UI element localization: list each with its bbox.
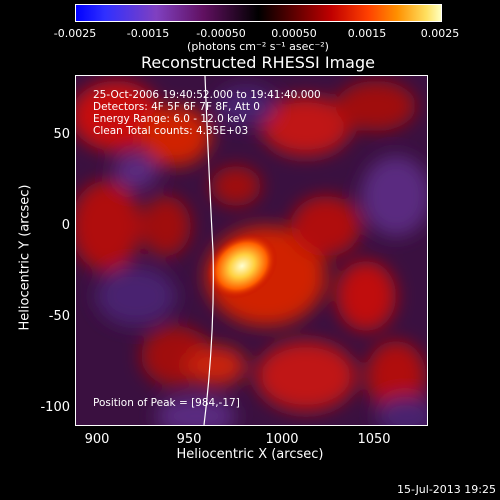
peak-source [206, 233, 278, 299]
colorbar-tick: -0.0015 [126, 27, 170, 40]
image-canvas [76, 76, 427, 425]
x-tick: 1000 [265, 432, 299, 447]
energy-range: Energy Range: 6.0 - 12.0 keV [93, 113, 247, 125]
y-axis-label: Heliocentric Y (arcsec) [17, 184, 33, 331]
colorbar-tick: 0.0025 [420, 27, 460, 40]
y-tick: 50 [53, 127, 70, 142]
plot-title: Reconstructed RHESSI Image [141, 53, 375, 72]
y-tick: 0 [61, 218, 70, 233]
y-tick: -50 [48, 309, 70, 324]
rhessi-image [75, 75, 428, 426]
timestamp: 15-Jul-2013 19:25 [396, 483, 496, 496]
clean-counts: Clean Total counts: 4.35E+03 [93, 125, 249, 137]
x-tick: 1050 [357, 432, 391, 447]
solar-limb [203, 76, 214, 425]
time-range: 25-Oct-2006 19:40:52.000 to 19:41:40.000 [93, 89, 321, 101]
x-tick: 900 [84, 432, 110, 447]
x-tick: 950 [176, 432, 202, 447]
colorbar-tick: 0.0015 [347, 27, 387, 40]
x-axis-label: Heliocentric X (arcsec) [176, 447, 324, 462]
y-tick: -100 [40, 400, 70, 415]
peak-position: Position of Peak = [984,-17] [93, 397, 240, 409]
colorbar [75, 4, 442, 22]
colorbar-tick: -0.0025 [53, 27, 97, 40]
detectors: Detectors: 4F 5F 6F 7F 8F, Att 0 [93, 101, 260, 113]
colorbar-tick: -0.00050 [196, 27, 246, 40]
colorbar-unit: (photons cm⁻² s⁻¹ asec⁻²) [187, 40, 329, 53]
colorbar-tick: 0.00050 [271, 27, 317, 40]
